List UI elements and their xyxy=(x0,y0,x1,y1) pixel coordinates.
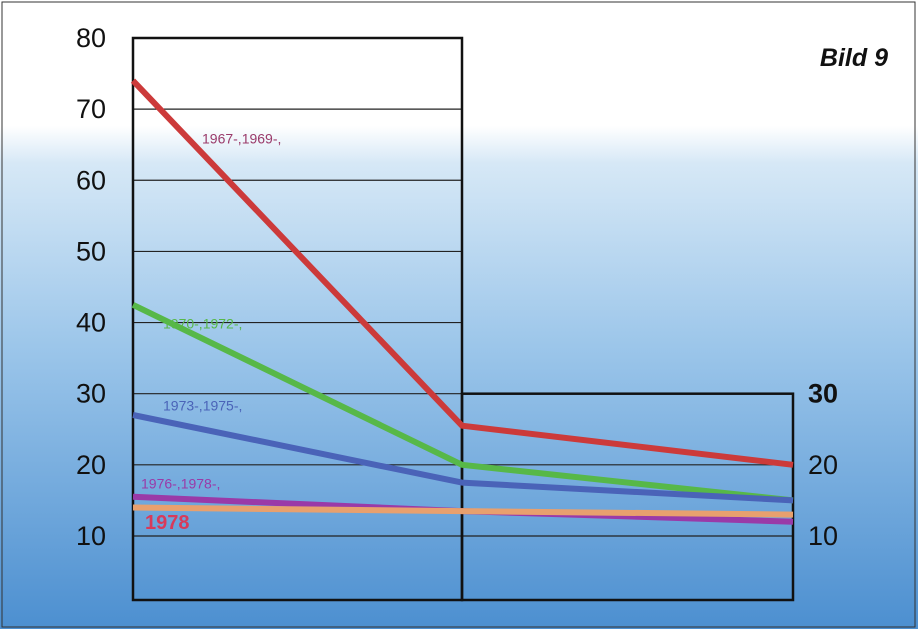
left-tick-label: 60 xyxy=(76,165,106,195)
left-tick-label: 50 xyxy=(76,236,106,266)
left-panel-frame xyxy=(131,36,464,602)
series-line xyxy=(130,78,794,468)
right-panel-frame xyxy=(460,392,795,602)
series-label: 1973-,1975-, xyxy=(163,397,242,413)
left-tick-label: 30 xyxy=(76,379,106,409)
left-tick-label: 80 xyxy=(76,23,106,53)
right-tick-label: 30 xyxy=(808,379,838,409)
series-label: 1978 xyxy=(145,512,190,534)
series-label: 1967-,1969-, xyxy=(202,131,281,147)
left-tick-label: 20 xyxy=(76,450,106,480)
left-tick-label: 10 xyxy=(76,521,106,551)
series-label: 1976-,1978-, xyxy=(141,476,220,492)
right-tick-label: 10 xyxy=(808,521,838,551)
left-tick-label: 70 xyxy=(76,94,106,124)
left-tick-label: 40 xyxy=(76,308,106,338)
right-tick-label: 20 xyxy=(808,450,838,480)
series-line xyxy=(131,302,794,504)
series-line xyxy=(132,412,794,504)
figure-badge: Bild 9 xyxy=(820,44,888,72)
series-line xyxy=(132,504,794,518)
series-label: 1970-,1972-, xyxy=(163,316,242,332)
